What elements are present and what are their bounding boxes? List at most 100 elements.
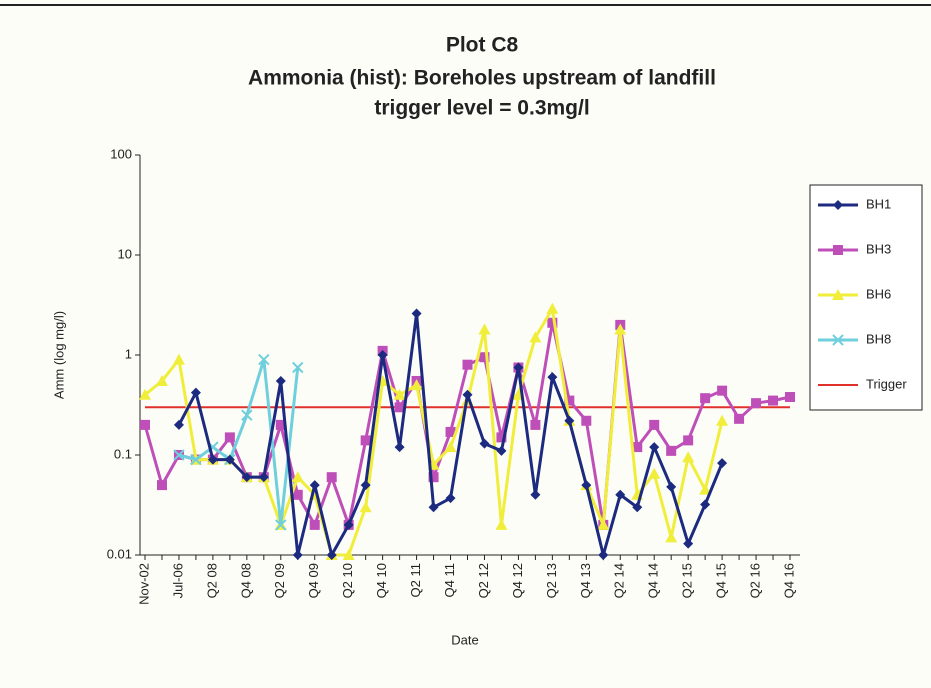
data-point — [360, 480, 371, 491]
x-tick-label: Q2 08 — [204, 563, 219, 598]
x-tick-label: Q4 16 — [781, 563, 796, 598]
y-tick-label: 0.01 — [107, 546, 132, 561]
x-axis-label: Date — [451, 632, 478, 647]
data-point — [597, 518, 610, 530]
data-point — [377, 350, 388, 360]
x-tick-label: Q2 14 — [612, 563, 627, 598]
data-point — [496, 445, 507, 456]
y-axis-label: Amm (log mg/l) — [51, 311, 66, 399]
data-point — [445, 426, 456, 437]
data-point — [496, 432, 507, 443]
x-tick-label: Jul-06 — [170, 563, 185, 598]
data-point — [734, 413, 745, 424]
x-tick-label: Q2 09 — [272, 563, 287, 598]
data-point — [564, 415, 575, 426]
data-point — [394, 402, 405, 413]
data-point — [716, 414, 729, 426]
y-tick-label: 0.1 — [114, 446, 132, 461]
data-point — [833, 200, 843, 210]
data-point — [717, 385, 728, 396]
data-point — [832, 334, 844, 346]
x-tick-label: Q4 12 — [510, 563, 525, 598]
data-point — [529, 331, 542, 343]
data-point — [241, 409, 253, 421]
chart-subtitle: Ammonia (hist): Boreholes upstream of la… — [248, 67, 716, 90]
y-tick-label: 10 — [118, 246, 132, 261]
data-point — [530, 419, 541, 430]
data-point — [445, 493, 456, 504]
x-tick-label: Q2 13 — [544, 563, 559, 598]
data-point — [768, 395, 779, 406]
data-point — [462, 389, 473, 400]
data-point — [343, 519, 354, 530]
data-point — [291, 471, 304, 483]
data-point — [614, 323, 627, 335]
data-point — [155, 374, 168, 386]
data-point — [495, 518, 508, 530]
data-point — [326, 472, 337, 483]
data-point — [700, 393, 711, 404]
data-point — [428, 502, 439, 513]
data-point — [581, 480, 592, 491]
x-tick-label: Nov-02 — [136, 563, 151, 605]
data-point — [411, 308, 422, 319]
data-point — [309, 519, 320, 530]
legend-label: Trigger — [866, 376, 907, 391]
y-tick-label: 100 — [110, 146, 132, 161]
data-point — [547, 372, 558, 383]
x-tick-label: Q4 15 — [714, 563, 729, 598]
y-tick-label: 1 — [125, 346, 132, 361]
data-point — [648, 467, 661, 479]
data-point — [342, 549, 355, 560]
data-point — [444, 441, 457, 453]
data-point — [665, 531, 678, 543]
data-point — [172, 353, 185, 365]
data-point — [615, 489, 626, 500]
x-tick-label: Q2 15 — [680, 563, 695, 598]
data-point — [224, 454, 235, 465]
x-tick-label: Q4 14 — [646, 563, 661, 598]
data-point — [666, 445, 677, 456]
data-point — [833, 245, 843, 255]
data-point — [410, 379, 423, 391]
data-point — [683, 435, 694, 446]
data-point — [428, 472, 439, 483]
data-point — [598, 550, 609, 560]
data-point — [292, 489, 303, 500]
data-point — [359, 501, 372, 513]
legend-label: BH6 — [866, 286, 891, 301]
data-point — [393, 388, 406, 400]
data-point — [241, 472, 252, 483]
data-point — [394, 442, 405, 453]
data-point — [258, 353, 270, 366]
legend-box — [809, 184, 923, 411]
data-point — [360, 435, 371, 446]
data-point — [275, 419, 286, 430]
x-tick-label: Q4 10 — [374, 563, 389, 598]
chart-subtitle: trigger level = 0.3mg/l — [374, 97, 589, 120]
x-tick-label: Q2 11 — [408, 563, 423, 597]
data-point — [699, 483, 712, 495]
data-point — [479, 438, 490, 449]
data-point — [292, 361, 304, 374]
x-tick-label: Q4 09 — [306, 563, 321, 598]
data-point — [751, 398, 762, 409]
data-point — [513, 362, 524, 373]
data-point — [173, 419, 184, 430]
data-point — [309, 480, 320, 491]
data-point — [479, 352, 490, 363]
data-point — [156, 480, 167, 491]
data-point — [258, 472, 269, 483]
data-point — [666, 481, 677, 492]
data-point — [632, 442, 643, 453]
data-point — [649, 442, 660, 453]
data-point — [207, 454, 218, 465]
legend-label: BH8 — [866, 331, 891, 346]
data-point — [632, 502, 643, 513]
legend-label: BH1 — [866, 196, 891, 211]
data-point — [832, 289, 844, 300]
data-point — [530, 489, 541, 500]
x-tick-label: Q4 13 — [578, 563, 593, 598]
data-point — [564, 395, 575, 406]
